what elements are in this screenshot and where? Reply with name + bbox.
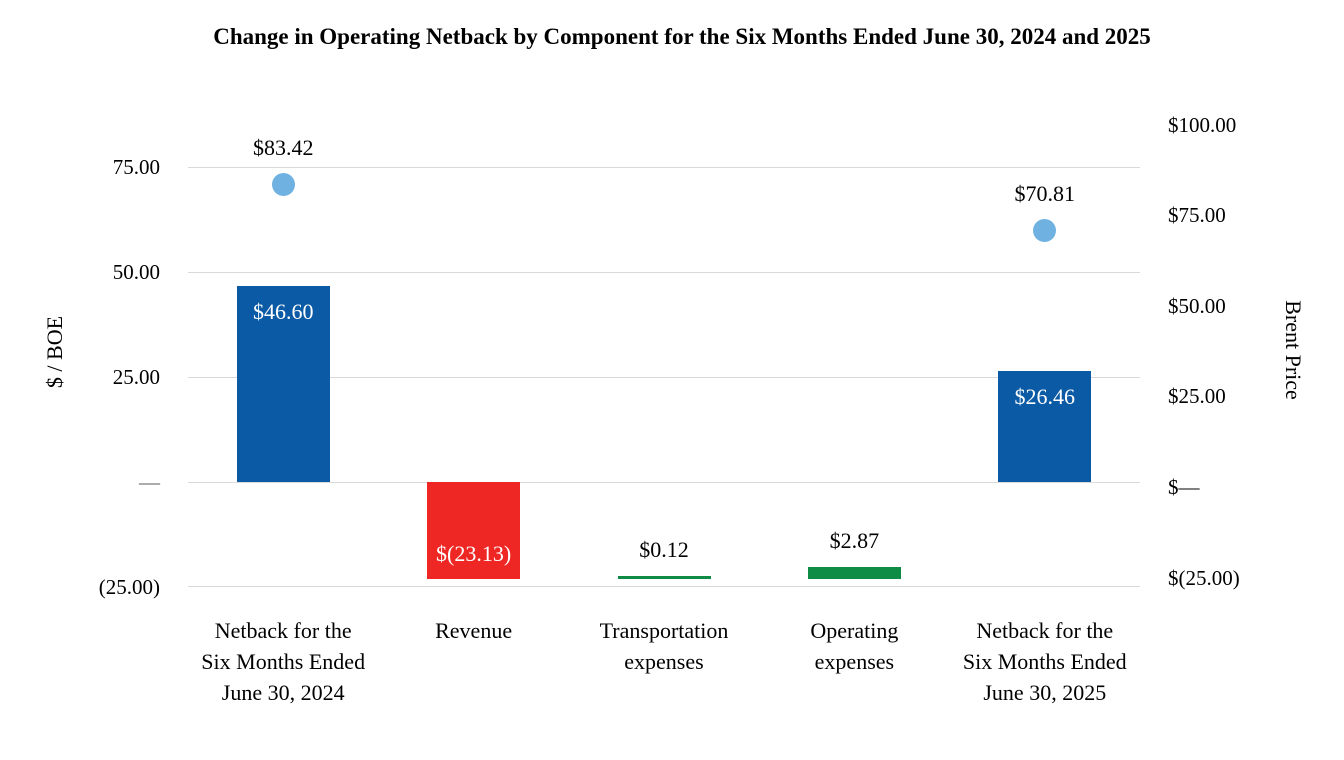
brent-price-dot-netback-2025	[1033, 219, 1057, 243]
gridline	[188, 586, 1140, 588]
left-axis-tick-label: —	[139, 470, 160, 494]
category-label-transportation-expenses: Transportation expenses	[599, 618, 729, 674]
right-axis-tick-label: $—	[1168, 475, 1200, 499]
category-label-netback-2025: Netback for the Six Months Ended June 30…	[962, 618, 1127, 705]
brent-price-dot-netback-2024	[271, 173, 295, 197]
bar-value-label-transportation-expenses: $0.12	[639, 537, 689, 563]
left-axis-tick-label: 50.00	[112, 260, 160, 285]
dot-value-label-netback-2024: $83.42	[252, 134, 314, 160]
bar-transportation-expenses	[617, 576, 711, 580]
right-axis-tick-label: $75.00	[1168, 203, 1226, 228]
category-label-revenue: Revenue	[435, 618, 513, 643]
left-axis-tick-label: 25.00	[112, 365, 160, 390]
bar-netback-2025	[998, 370, 1092, 482]
gridline	[188, 376, 1140, 378]
left-axis-tick-label: 75.00	[112, 155, 160, 180]
gridline	[188, 271, 1140, 273]
right-axis-tick-label: $100.00	[1168, 112, 1237, 137]
bar-operating-expenses	[807, 566, 901, 579]
gridline	[188, 166, 1140, 168]
category-label-netback-2024: Netback for the Six Months Ended June 30…	[201, 618, 366, 705]
bar-netback-2024	[236, 286, 330, 482]
right-axis-tick-label: $50.00	[1168, 293, 1226, 318]
bar-value-label-revenue: $(23.13)	[436, 541, 512, 567]
category-label-operating-expenses: Operating expenses	[810, 618, 899, 674]
bar-value-label-operating-expenses: $2.87	[829, 527, 880, 553]
right-axis-tick-label: $25.00	[1168, 384, 1226, 409]
chart-title: Change in Operating Netback by Component…	[213, 24, 1151, 49]
bar-revenue	[427, 482, 521, 580]
left-axis-tick-label: (25.00)	[98, 574, 160, 599]
dot-value-label-netback-2025: $70.81	[1014, 180, 1076, 206]
bar-value-label-netback-2025: $26.46	[1014, 383, 1076, 409]
bar-value-label-netback-2024: $46.60	[252, 299, 314, 325]
right-axis-tick-label: $(25.00)	[1168, 565, 1240, 590]
gridline	[188, 481, 1140, 483]
